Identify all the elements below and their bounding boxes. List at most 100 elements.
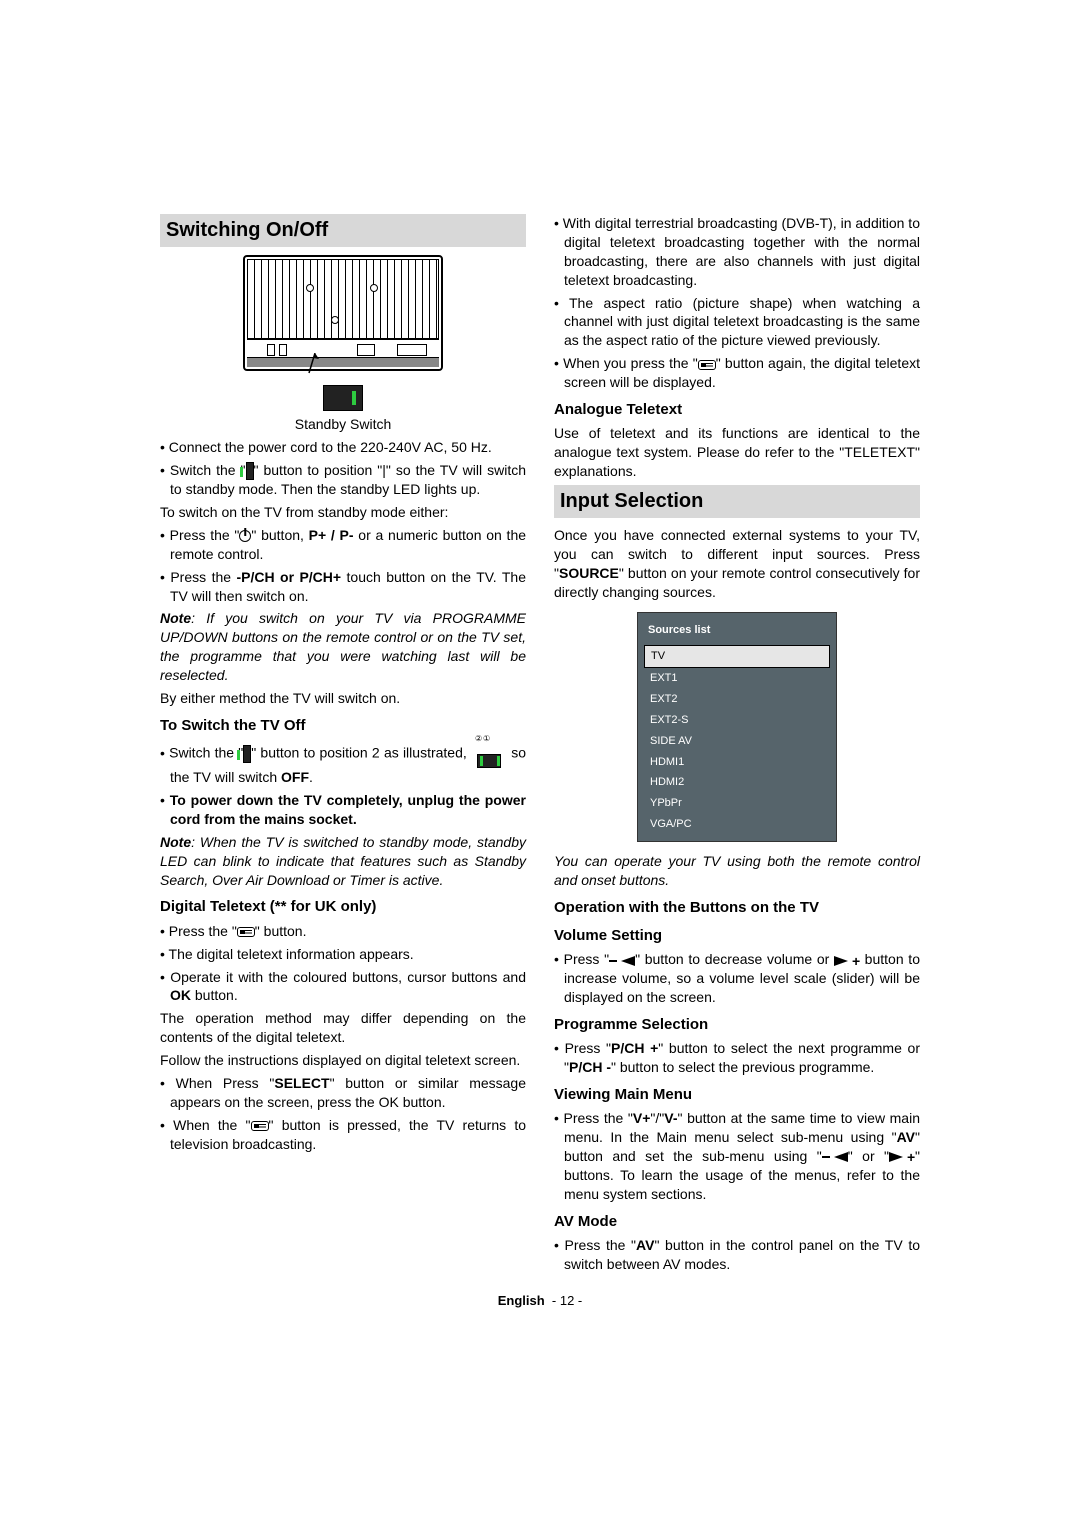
para: The digital teletext information appears… [160,945,526,964]
tv-slot-icon [357,344,375,356]
text: " button. [255,923,307,939]
para: Once you have connected external systems… [554,526,920,602]
text-bold: SOURCE [559,565,619,581]
volume-down-icon [609,956,635,966]
sources-item: EXT2 [644,689,830,710]
text-bold: P+ / P- [309,527,354,543]
heading-switching-onoff: Switching On/Off [160,214,526,247]
tv-knob-icon [331,316,339,324]
text: " button to select the previous programm… [611,1059,874,1075]
switch-positions-icon: ②① [471,740,507,768]
text: Press the " [169,923,237,939]
tv-base-strip [247,357,439,367]
tv-diagram-wrap: Standby Switch [160,255,526,434]
volume-down-icon [822,1152,848,1162]
sources-title: Sources list [644,619,830,646]
para: When the "" button is pressed, the TV re… [160,1116,526,1154]
left-column: Switching On/Off [160,210,526,1278]
tv-knob-icon [370,284,378,292]
standby-switch-icon [323,385,363,411]
note-label: Note [160,610,191,626]
text: Press " [564,951,609,967]
para: When Press "SELECT" button or similar me… [160,1074,526,1112]
pointer-arrow-icon [305,353,325,381]
sources-item: SIDE AV [644,731,830,752]
tv-slot-icon [267,344,275,356]
sources-item: HDMI1 [644,752,830,773]
para: Use of teletext and its functions are id… [554,424,920,481]
text-bold: P/CH + [611,1040,658,1056]
sub-viewing-main-menu: Viewing Main Menu [554,1085,920,1105]
sources-item: EXT1 [644,668,830,689]
text: Switch the " [170,462,246,478]
sources-items: TVEXT1EXT2EXT2-SSIDE AVHDMI1HDMI2YPbPrVG… [644,645,830,835]
tv-base [247,339,439,367]
text: button. [191,987,238,1003]
sub-digital-teletext: Digital Teletext (** for UK only) [160,897,526,917]
volume-up-icon [834,956,860,966]
tv-screen [247,259,439,339]
page-footer: English - 12 - [160,1292,920,1310]
note-text: : When the TV is switched to standby mod… [160,834,526,888]
note: Note: If you switch on your TV via PROGR… [160,609,526,685]
para: Press the "AV" button in the control pan… [554,1236,920,1274]
para: Switch the "" button to position "|" so … [160,461,526,499]
tv-knob-icon [306,284,314,292]
teletext-icon [237,927,255,937]
para: Press "P/CH +" button to select the next… [554,1039,920,1077]
tv-diagram [243,255,443,371]
para: Switch the "" button to position 2 as il… [160,740,526,787]
para: Press the -P/CH or P/CH+ touch button on… [160,568,526,606]
text: Switch the " [169,745,243,761]
tv-slot-icon [279,344,287,356]
note: You can operate your TV using both the r… [554,852,920,890]
para: When you press the "" button again, the … [554,354,920,392]
sources-item: EXT2-S [644,710,830,731]
text: Press the " [565,1237,636,1253]
sources-item: HDMI2 [644,772,830,793]
sources-item: VGA/PC [644,814,830,835]
text: Press the [170,569,236,585]
para: The operation method may differ dependin… [160,1009,526,1047]
power-icon [239,530,251,542]
sources-item: TV [644,645,830,668]
heading-input-selection: Input Selection [554,485,920,518]
text: . [309,769,313,785]
para: The aspect ratio (picture shape) when wa… [554,294,920,351]
para: Press "" button to decrease volume or bu… [554,950,920,1007]
sub-operation-buttons: Operation with the Buttons on the TV [554,898,920,918]
para: With digital terrestrial broadcasting (D… [554,214,920,290]
text-bold: V+ [633,1110,651,1126]
text: Press the " [564,1110,633,1126]
para: Press the "V+"/"V-" button at the same t… [554,1109,920,1203]
para: Connect the power cord to the 220-240V A… [160,438,526,457]
note: Note: When the TV is switched to standby… [160,833,526,890]
note-label: Note [160,834,191,850]
text-bold: P/CH - [569,1059,611,1075]
teletext-icon [698,360,716,370]
text: Press the " [170,527,240,543]
text-bold: OK [170,987,191,1003]
text: "/" [650,1110,664,1126]
text: Operate it with the coloured buttons, cu… [170,969,526,985]
note-text: : If you switch on your TV via PROGRAMME… [160,610,526,683]
text: When Press " [176,1075,275,1091]
text-bold: SELECT [274,1075,329,1091]
sub-volume-setting: Volume Setting [554,926,920,946]
text-bold: To power down the TV completely, unplug … [170,792,526,827]
sub-analogue-teletext: Analogue Teletext [554,400,920,420]
sources-item: YPbPr [644,793,830,814]
text: Press " [565,1040,611,1056]
right-column: With digital terrestrial broadcasting (D… [554,210,920,1278]
para: Press the " " button. [160,922,526,941]
teletext-icon [251,1121,269,1131]
sub-av-mode: AV Mode [554,1212,920,1232]
para: Operate it with the coloured buttons, cu… [160,968,526,1006]
standby-switch-label: Standby Switch [160,415,526,434]
footer-lang: English [498,1293,545,1308]
para: Press the "" button, P+ / P- or a numeri… [160,526,526,564]
footer-page: - 12 - [552,1293,582,1308]
text: When the " [173,1117,250,1133]
text: When you press the " [563,355,698,371]
sub-switch-off: To Switch the TV Off [160,716,526,736]
